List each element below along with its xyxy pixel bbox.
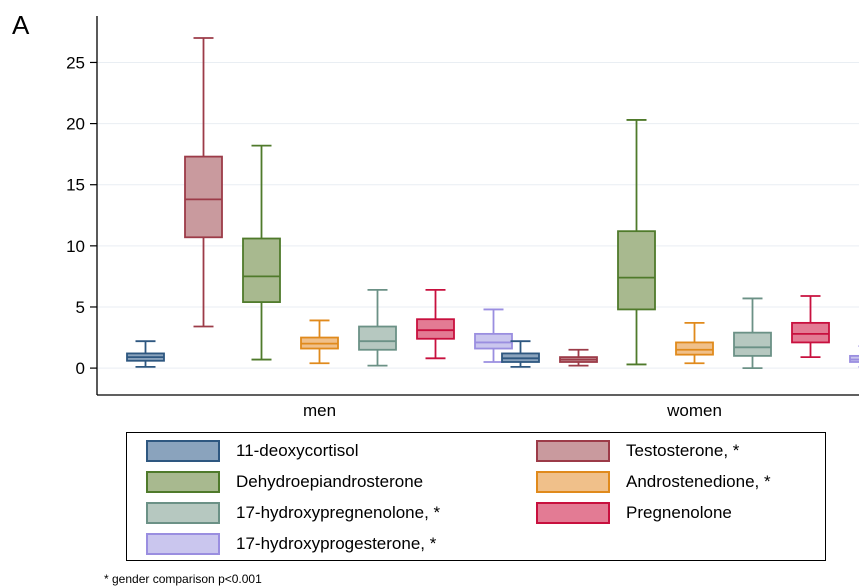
legend-item: 17-hydroxypregnenolone, * — [146, 502, 440, 524]
legend-swatch — [536, 440, 610, 462]
y-tick-label: 25 — [66, 53, 85, 72]
legend-label: Androstenedione, * — [626, 472, 771, 491]
legend-label: Testosterone, * — [626, 441, 740, 460]
box-17-hydroxypregnenolone-women — [733, 297, 772, 370]
axes: 0 5 10 15 20 25 men women — [66, 16, 859, 420]
y-tick-label: 15 — [66, 176, 85, 195]
y-tick-label: 5 — [76, 298, 85, 317]
legend-item: 11-deoxycortisol — [146, 440, 359, 462]
box-androstenedione-women — [675, 321, 714, 365]
box-11-deoxycortisol-women — [501, 340, 540, 368]
legend: 11-deoxycortisol Testosterone, * Dehydroep… — [126, 432, 826, 561]
box-androstenedione-men — [300, 319, 339, 365]
legend-swatch — [536, 502, 610, 524]
box-iqr — [416, 318, 455, 340]
box-testosterone-men — [184, 37, 223, 328]
box-plot-marks — [126, 37, 859, 370]
box-iqr — [791, 321, 830, 344]
box-17-hydroxyprogesterone-men — [474, 308, 513, 363]
legend-label: 17-hydroxypregnenolone, * — [236, 503, 441, 522]
y-tick-label: 0 — [76, 359, 85, 378]
box-iqr — [242, 237, 281, 303]
box-iqr — [733, 331, 772, 357]
y-tick-label: 10 — [66, 237, 85, 256]
legend-item: Testosterone, * — [536, 440, 739, 462]
x-category-label-men: men — [303, 401, 336, 420]
legend-item: Dehydroepiandrosterone — [146, 471, 423, 493]
gridlines — [97, 61, 859, 369]
legend-item: Androstenedione, * — [536, 471, 771, 493]
box-plot-chart: 0 5 10 15 20 25 men women — [66, 16, 859, 420]
box-iqr — [184, 155, 223, 239]
legend-item: Pregnenolone — [536, 502, 732, 524]
footnote: * gender comparison p<0.001 — [104, 572, 262, 586]
box-dehydroepiandrosterone-women — [617, 119, 656, 366]
legend-swatch — [146, 533, 220, 555]
x-category-label-women: women — [666, 401, 722, 420]
box-11-deoxycortisol-men — [126, 340, 165, 368]
box-dehydroepiandrosterone-men — [242, 144, 281, 361]
legend-swatch — [146, 440, 220, 462]
legend-swatch — [536, 471, 610, 493]
box-17-hydroxyprogesterone-women — [849, 345, 859, 368]
box-iqr — [474, 332, 513, 350]
legend-label: 11-deoxycortisol — [236, 441, 359, 460]
legend-swatch — [146, 502, 220, 524]
box-testosterone-women — [559, 348, 598, 367]
box-iqr — [675, 341, 714, 356]
box-17-hydroxypregnenolone-men — [358, 288, 397, 367]
y-tick-label: 20 — [66, 115, 85, 134]
legend-label: Pregnenolone — [626, 503, 732, 522]
box-pregnenolone-men — [416, 288, 455, 360]
box-iqr — [358, 325, 397, 351]
legend-label: Dehydroepiandrosterone — [236, 472, 424, 491]
panel-label: A — [12, 10, 30, 40]
box-iqr — [617, 230, 656, 311]
legend-item: 17-hydroxyprogesterone, * — [146, 533, 436, 555]
legend-swatch — [146, 471, 220, 493]
legend-label: 17-hydroxyprogesterone, * — [236, 534, 437, 553]
box-pregnenolone-women — [791, 295, 830, 359]
